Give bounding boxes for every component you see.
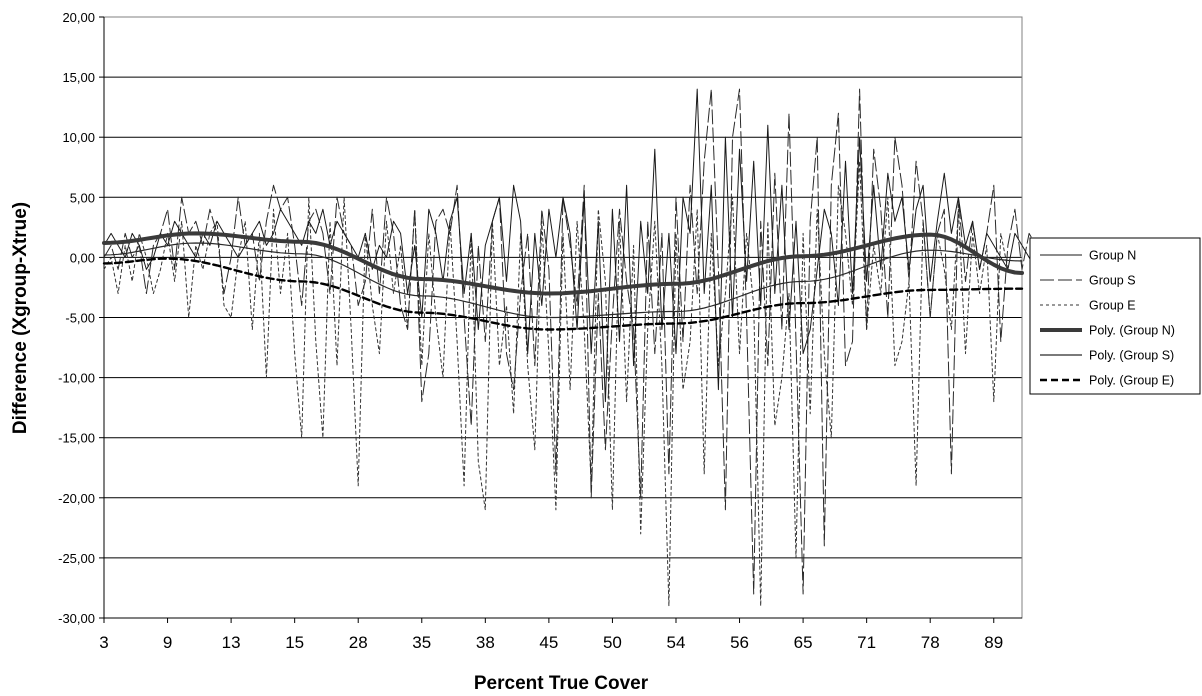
legend-label: Poly. (Group E) — [1089, 374, 1174, 388]
y-tick-label: -10,00 — [58, 371, 95, 386]
y-axis-title: Difference (Xgroup-Xtrue) — [10, 202, 31, 434]
x-tick-label: 89 — [984, 633, 1003, 652]
x-tick-label: 56 — [730, 633, 749, 652]
y-tick-label: 0,00 — [70, 250, 95, 265]
series-line-4 — [103, 242, 1023, 319]
x-tick-label: 54 — [667, 633, 686, 652]
x-tick-label: 15 — [285, 633, 304, 652]
x-tick-label: 9 — [163, 633, 172, 652]
series-line-3 — [102, 231, 1024, 296]
x-tick-label: 50 — [603, 633, 622, 652]
series-line-2 — [103, 160, 1009, 607]
y-tick-label: -5,00 — [65, 311, 95, 326]
series-line-5 — [102, 257, 1024, 331]
legend: Group N Group S Group E Poly. (Group N) Poly… — [1029, 237, 1201, 395]
x-axis: 3 9 13 15 28 35 38 45 50 54 56 65 71 78 89 — [99, 617, 1022, 652]
legend-label: Group N — [1089, 249, 1136, 263]
x-tick-label: 28 — [349, 633, 368, 652]
y-tick-label: -25,00 — [58, 551, 95, 566]
x-tick-label: 65 — [794, 633, 813, 652]
x-tick-label: 13 — [222, 633, 241, 652]
legend-label: Poly. (Group S) — [1089, 349, 1174, 363]
x-tick-label: 78 — [921, 633, 940, 652]
y-tick-label: -15,00 — [58, 431, 95, 446]
legend-label: Group E — [1089, 299, 1136, 313]
y-tick-label: -20,00 — [58, 491, 95, 506]
y-axis: 20,00 15,00 10,00 5,00 0,00 -5,00 -10,00 -15,00… — [58, 10, 105, 626]
legend-label: Poly. (Group N) — [1089, 324, 1175, 338]
legend-frame — [1029, 237, 1201, 395]
x-tick-label: 35 — [412, 633, 431, 652]
x-tick-label: 45 — [539, 633, 558, 652]
y-tick-label: 5,00 — [70, 190, 95, 205]
legend-label: Group S — [1089, 274, 1136, 288]
y-tick-label: -30,00 — [58, 611, 95, 626]
y-tick-label: 10,00 — [62, 130, 95, 145]
x-tick-label: 38 — [476, 633, 495, 652]
y-tick-label: 20,00 — [62, 10, 95, 25]
series-line-1 — [103, 88, 1037, 595]
series-line-0 — [103, 88, 1051, 403]
x-axis-title: Percent True Cover — [474, 673, 649, 694]
x-tick-label: 3 — [99, 633, 108, 652]
y-tick-label: 15,00 — [62, 70, 95, 85]
series-group — [102, 88, 1051, 607]
x-tick-label: 71 — [857, 633, 876, 652]
